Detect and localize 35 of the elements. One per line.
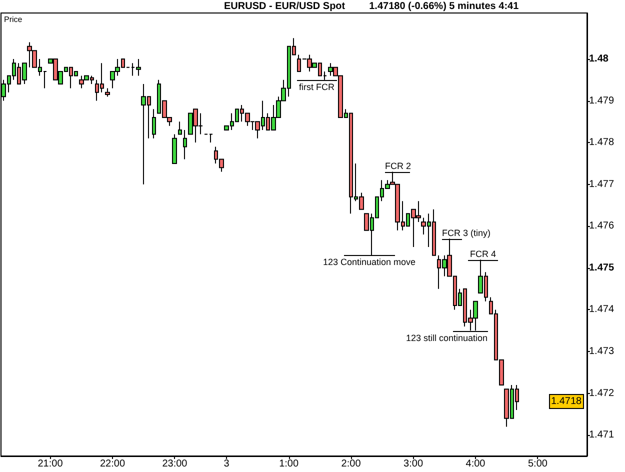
annotation: 123 Continuation move	[323, 257, 416, 267]
x-tick-label: 3:00	[404, 458, 424, 470]
candlestick	[209, 134, 213, 144]
candlestick	[152, 108, 156, 139]
y-tick-label: 1.473	[589, 346, 614, 358]
candlestick	[172, 134, 177, 164]
y-tick-label: 1.478	[589, 137, 614, 148]
y-tick-label: 1.475	[589, 262, 614, 274]
chart-subtitle: 1.47180 (-0.66%) 5 minutes 4:41	[369, 1, 519, 12]
x-tick-label: 3	[224, 458, 230, 470]
annotation: FCR 3 (tiny)	[442, 228, 491, 238]
y-tick-label: 1.48	[589, 53, 609, 64]
x-tick-label: 5:00	[528, 458, 548, 470]
annotation: first FCR	[299, 82, 334, 92]
x-tick-label: 22:00	[100, 458, 126, 470]
annotation: 123 still continuation	[406, 333, 488, 343]
candlestick	[178, 121, 182, 135]
x-tick-label: 1:00	[279, 458, 299, 470]
annotation: FCR 2	[385, 161, 412, 171]
y-tick-label: 1.477	[589, 178, 614, 190]
x-tick-label: 2:00	[341, 458, 362, 470]
y-tick-label: 1.479	[589, 95, 614, 106]
y-tick-label: 1.474	[589, 304, 614, 316]
x-tick-label: 23:00	[162, 458, 188, 470]
y-tick-label: 1.471	[589, 430, 614, 441]
chart-title: EURUSD - EUR/USD Spot	[224, 1, 346, 12]
annotation: FCR 4	[470, 249, 496, 259]
x-tick-label: 21:00	[38, 458, 64, 470]
annotation: 1.4718	[549, 394, 584, 409]
candlestick	[105, 88, 110, 98]
y-tick-label: 1.472	[589, 388, 614, 399]
y-tick-label: 1.476	[589, 220, 614, 232]
y-axis-title: Price	[4, 15, 22, 24]
candlestick	[183, 130, 187, 160]
x-tick-label: 4:00	[466, 458, 486, 470]
